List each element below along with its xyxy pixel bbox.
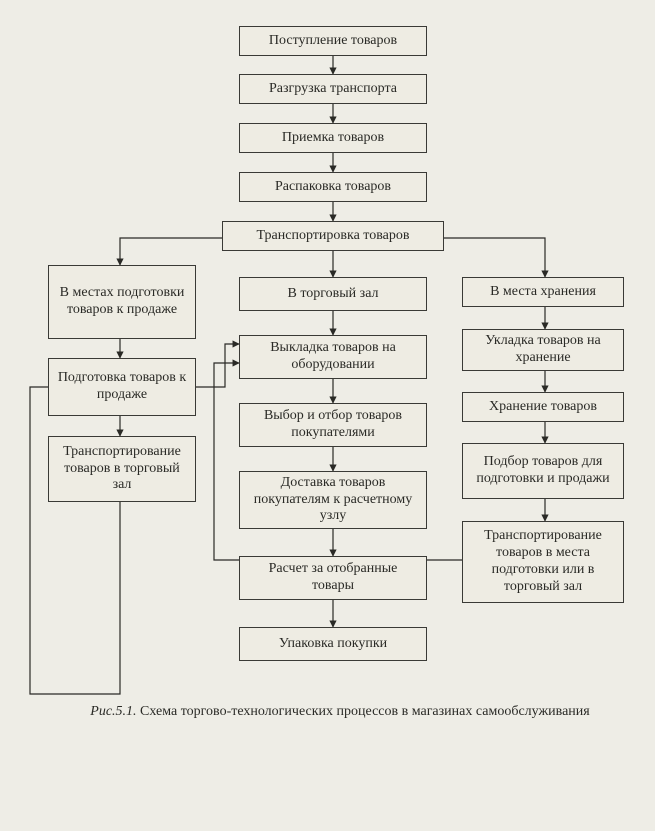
node-picking: Подбор товаров для подготовки и продажи <box>462 443 624 499</box>
caption-prefix: Рис.5.1. <box>90 704 136 719</box>
node-transport: Транспортировка товаров <box>222 221 444 251</box>
node-transport-prep: Транспортирование товаров в места подгот… <box>462 521 624 603</box>
diagram-page: { "type": "flowchart", "background_color… <box>0 0 655 831</box>
node-acceptance: Приемка товаров <box>239 123 427 153</box>
node-unloading: Разгрузка транспорта <box>239 74 427 104</box>
node-to-salesfloor: Транспортиро­вание товаров в торговый за… <box>48 436 196 502</box>
figure-caption: Рис.5.1. Схема торгово-технологических п… <box>70 704 610 720</box>
node-salesfloor: В торговый зал <box>239 277 427 311</box>
node-arrival: Поступление товаров <box>239 26 427 56</box>
node-packing: Упаковка покупки <box>239 627 427 661</box>
node-stacking: Укладка товаров на хранение <box>462 329 624 371</box>
node-prep-area: В местах подготовки товаров к продаже <box>48 265 196 339</box>
node-preparation: Подготовка товаров к продаже <box>48 358 196 416</box>
node-storage: Хранение товаров <box>462 392 624 422</box>
caption-text: Схема торгово-технологических процессов … <box>140 704 590 719</box>
node-payment: Расчет за отобранные товары <box>239 556 427 600</box>
node-selection: Выбор и отбор товаров покупателями <box>239 403 427 447</box>
node-to-storage: В места хранения <box>462 277 624 307</box>
node-unpacking: Распаковка товаров <box>239 172 427 202</box>
node-display: Выкладка товаров на оборудовании <box>239 335 427 379</box>
node-delivery-checkout: Доставка товаров покупателям к расчетном… <box>239 471 427 529</box>
